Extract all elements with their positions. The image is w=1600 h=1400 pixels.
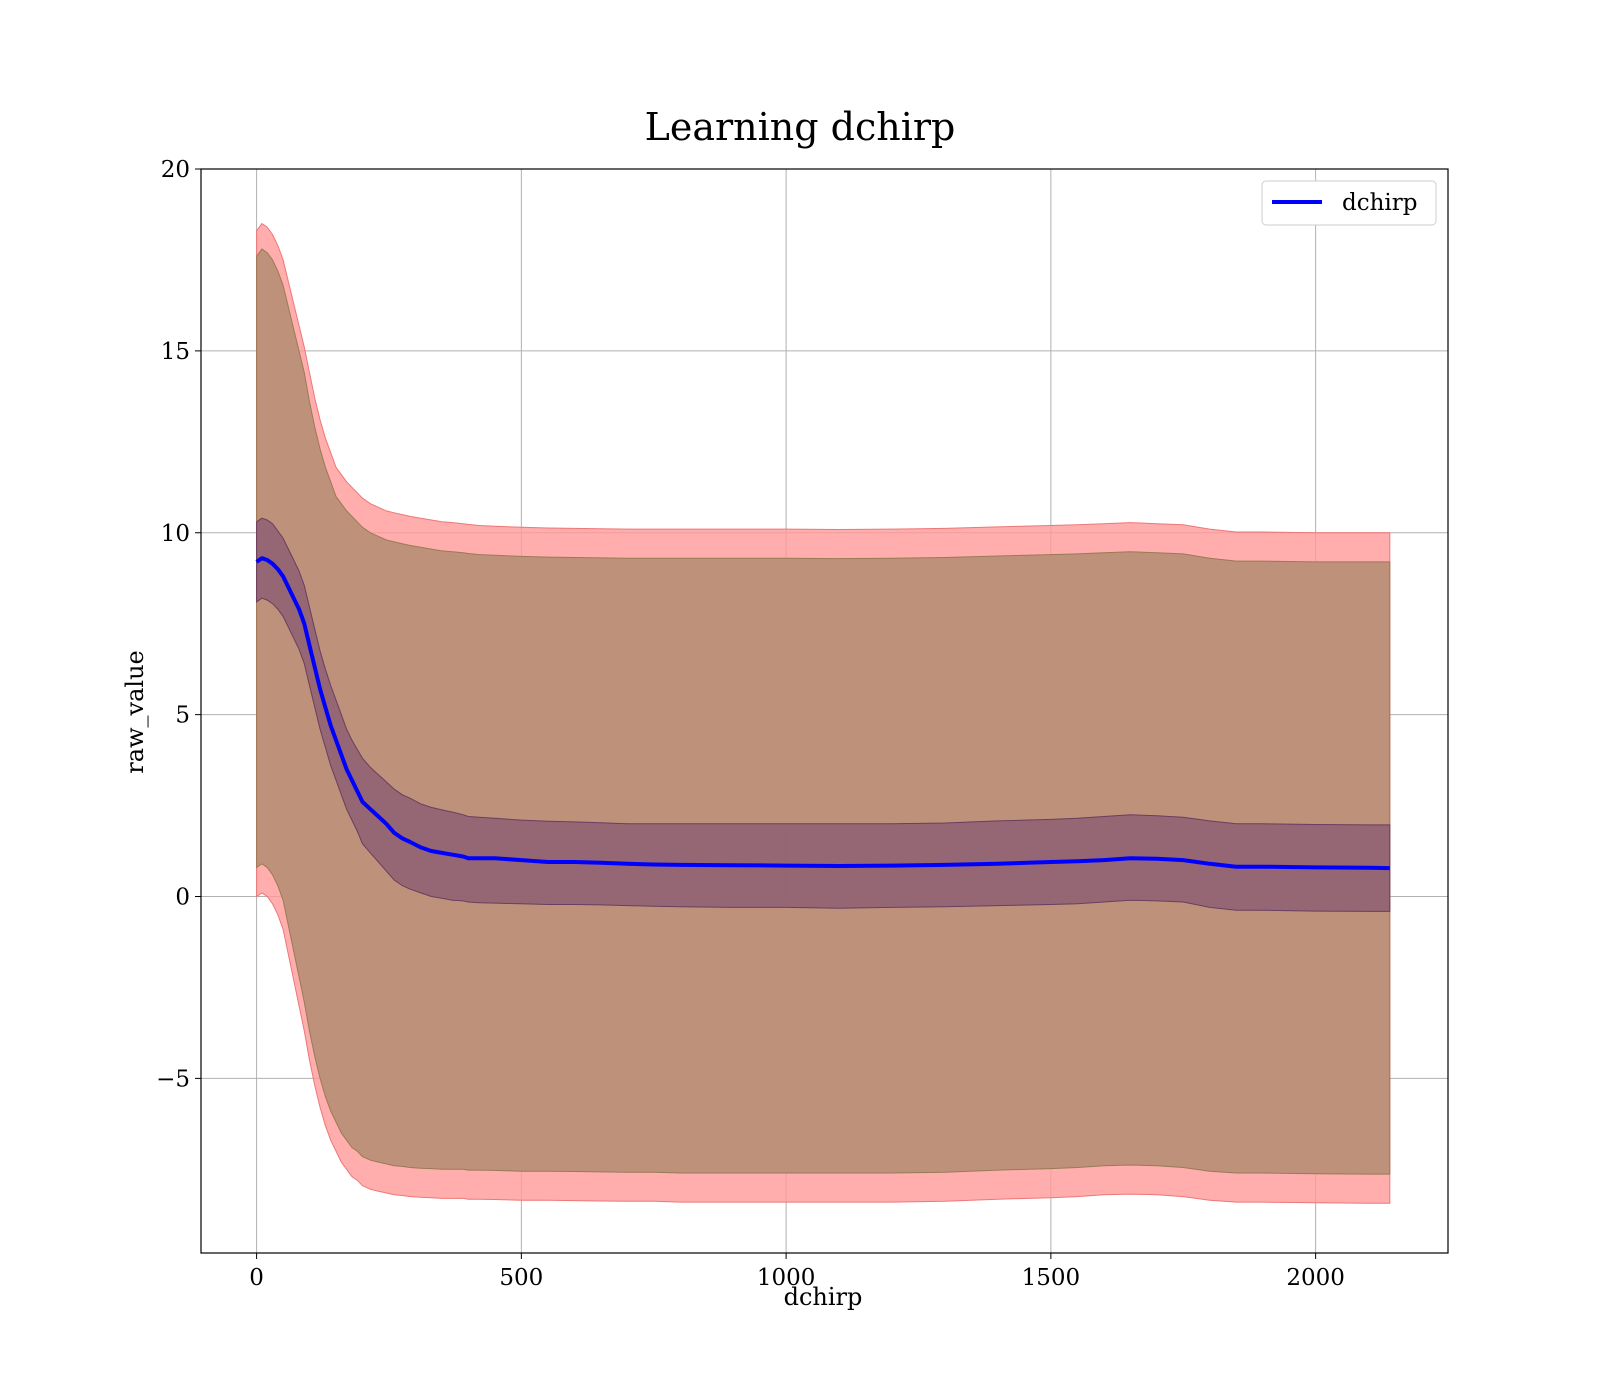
x-tick-label: 1500 [1022, 1265, 1081, 1291]
plot-area-frame [200, 168, 1449, 1254]
series-line-dchirp [255, 556, 1390, 871]
x-tick-label: 0 [249, 1265, 264, 1291]
middle-band [256, 248, 1391, 1175]
x-tick-label: 2000 [1286, 1265, 1345, 1291]
axis-ticks: 0 500 1000 1500 2000 −5 0 5 10 15 20 [156, 157, 1345, 1291]
legend: dchirp [1261, 180, 1437, 226]
y-tick-label: 10 [161, 521, 190, 547]
y-tick-label: 0 [175, 885, 190, 911]
chart-title: Learning dchirp [645, 105, 956, 149]
x-axis-label: dchirp [784, 1283, 863, 1311]
series-lines [255, 556, 1390, 871]
legend-box [1261, 180, 1437, 226]
y-tick-label: −5 [156, 1066, 190, 1092]
confidence-bands [256, 222, 1391, 1204]
y-axis-label: raw_value [121, 650, 149, 774]
y-tick-label: 20 [161, 157, 190, 183]
inner-band [256, 517, 1391, 912]
y-tick-label: 5 [175, 703, 190, 729]
legend-label-dchirp: dchirp [1342, 190, 1418, 216]
x-tick-label: 500 [499, 1265, 543, 1291]
y-tick-label: 15 [161, 339, 190, 365]
x-tick-label: 1000 [757, 1265, 816, 1291]
